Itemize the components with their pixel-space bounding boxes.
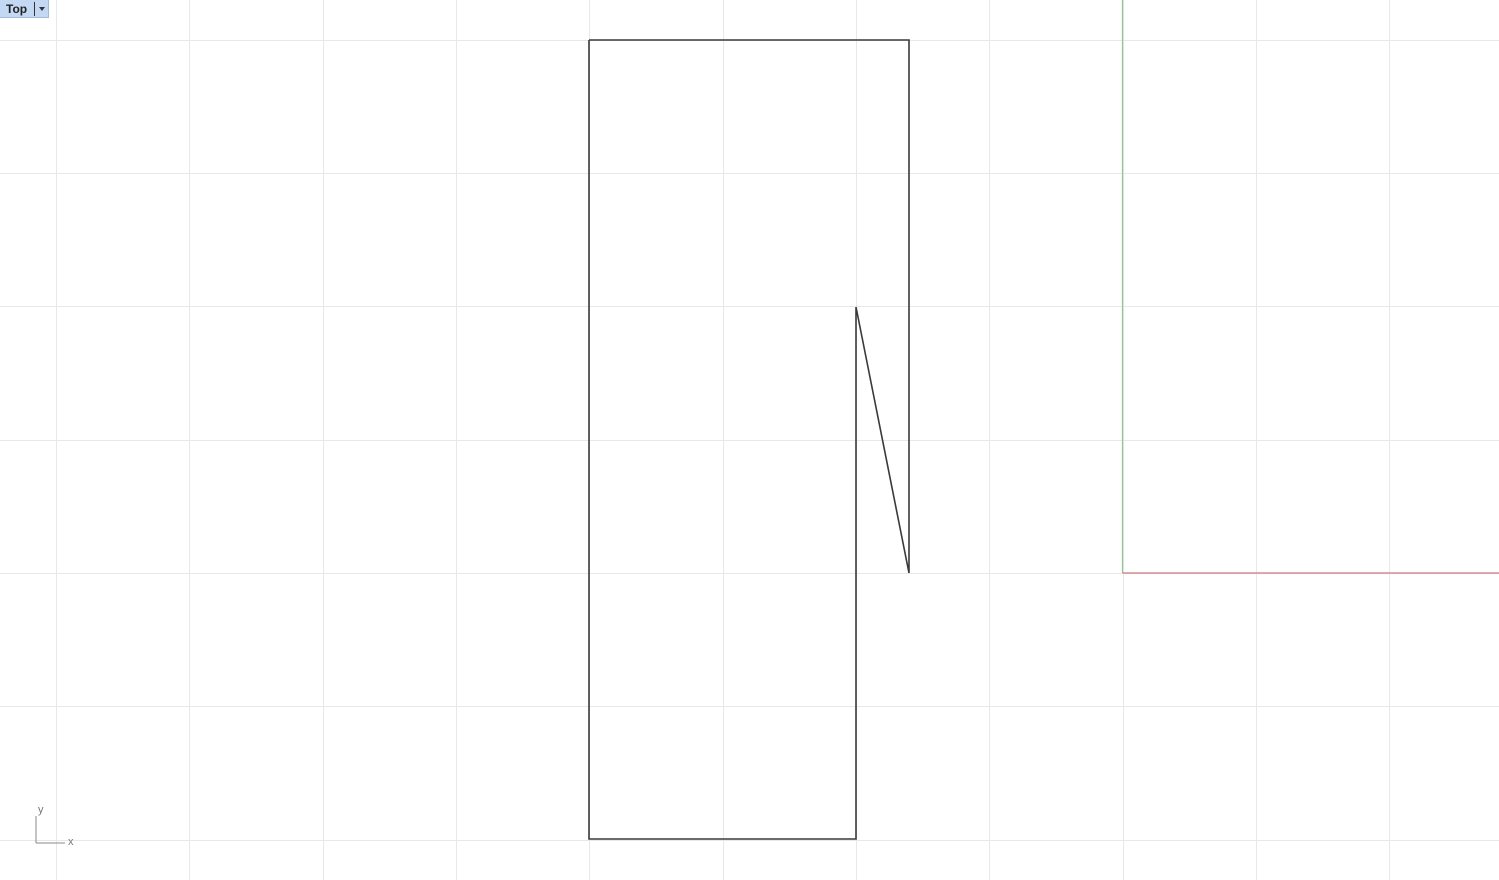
- chevron-down-icon[interactable]: [35, 0, 48, 18]
- viewport-title-tab[interactable]: Top: [0, 0, 50, 18]
- axis-widget-y-label: y: [38, 804, 44, 816]
- viewport-title-label[interactable]: Top: [6, 1, 28, 16]
- axis-widget: y x: [35, 804, 74, 848]
- axis-widget-x-label: x: [68, 836, 74, 848]
- polyline-curve[interactable]: [588, 39, 910, 840]
